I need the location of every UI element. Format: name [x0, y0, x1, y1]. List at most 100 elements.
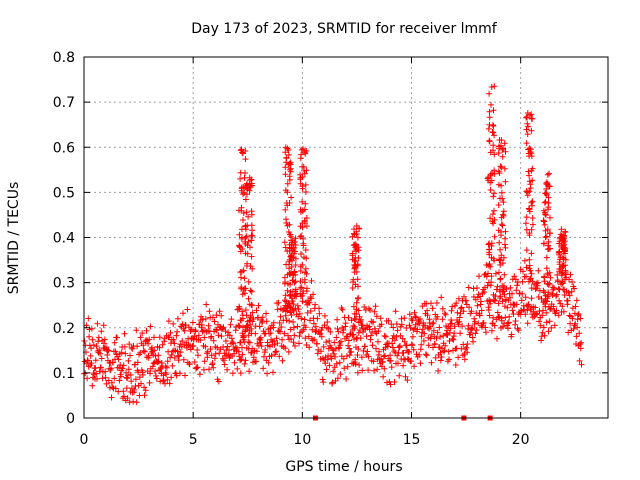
data-point: [573, 333, 580, 340]
data-point: [168, 374, 175, 381]
data-point: [346, 352, 353, 359]
data-point: [381, 332, 388, 339]
data-point: [449, 303, 456, 310]
data-point: [109, 384, 116, 391]
data-point: [283, 298, 290, 305]
data-point: [283, 220, 290, 226]
data-point: [195, 332, 202, 339]
data-point: [253, 307, 260, 314]
data-point: [159, 341, 166, 348]
data-point: [298, 232, 305, 239]
data-point: [240, 324, 246, 331]
data-point: [446, 356, 453, 363]
data-point: [428, 300, 434, 307]
data-point: [395, 360, 401, 367]
data-point: [327, 328, 334, 335]
data-point: [326, 338, 333, 344]
data-point: [249, 233, 256, 239]
data-point: [543, 179, 550, 186]
data-point: [330, 350, 337, 357]
data-point: [358, 354, 365, 361]
data-point: [206, 308, 213, 315]
data-point: [182, 322, 189, 329]
data-point: [492, 270, 499, 277]
data-point: [292, 343, 298, 349]
data-point: [222, 338, 229, 344]
data-point: [221, 361, 228, 368]
data-point: [540, 240, 547, 247]
data-point: [303, 167, 310, 174]
data-point: [393, 333, 400, 340]
data-point: [202, 315, 209, 322]
data-point: [147, 370, 153, 377]
data-point: [169, 362, 176, 369]
y-tick-label: 0.6: [53, 140, 75, 156]
data-point: [309, 326, 316, 333]
data-point: [92, 364, 99, 371]
data-point: [112, 385, 119, 392]
data-point: [525, 168, 532, 175]
data-point: [195, 352, 201, 359]
data-point: [245, 332, 252, 339]
data-point: [333, 334, 340, 341]
data-point: [391, 337, 398, 344]
data-point: [457, 305, 464, 312]
data-point: [477, 293, 484, 300]
data-point: [238, 284, 245, 291]
data-point: [291, 239, 298, 245]
data-point: [370, 358, 377, 365]
data-point: [303, 223, 310, 230]
data-point: [92, 357, 99, 364]
data-point: [523, 126, 530, 133]
data-point: [284, 287, 291, 294]
data-point: [523, 273, 530, 280]
data-point: [292, 235, 299, 242]
data-point: [478, 307, 485, 314]
data-point: [487, 149, 494, 156]
data-point: [143, 327, 150, 334]
data-point: [239, 246, 246, 252]
data-point: [242, 156, 249, 163]
data-point: [496, 137, 503, 143]
grid-layer: [84, 57, 608, 418]
data-point: [541, 218, 547, 225]
data-point: [567, 271, 574, 278]
data-point: [286, 160, 293, 167]
data-point: [490, 129, 497, 136]
data-point: [507, 294, 513, 301]
data-point: [558, 242, 565, 249]
data-point: [213, 327, 220, 334]
data-point: [297, 285, 304, 291]
data-point: [550, 303, 557, 310]
data-point: [400, 362, 407, 369]
data-point: [286, 300, 293, 307]
data-point: [429, 305, 436, 312]
data-point: [196, 371, 203, 378]
data-point: [460, 308, 467, 315]
data-point: [502, 314, 509, 321]
data-point: [302, 324, 309, 331]
data-point: [502, 244, 509, 251]
data-point: [284, 189, 291, 196]
data-point: [152, 372, 159, 379]
data-point: [483, 329, 489, 336]
data-point: [423, 352, 430, 359]
data-point: [231, 350, 238, 357]
data-point: [215, 378, 222, 385]
data-point: [224, 366, 231, 373]
data-point: [284, 180, 291, 187]
data-point: [488, 84, 495, 90]
data-point: [452, 302, 458, 309]
data-point: [501, 165, 508, 172]
data-point: [249, 309, 256, 316]
data-point: [303, 147, 310, 154]
data-point: [351, 325, 358, 332]
data-point: [194, 347, 201, 353]
data-point: [408, 358, 414, 365]
data-point: [512, 318, 519, 324]
data-point: [140, 347, 147, 354]
data-point: [524, 110, 531, 116]
data-point: [526, 256, 533, 263]
data-point: [242, 222, 249, 229]
data-point: [222, 328, 229, 335]
